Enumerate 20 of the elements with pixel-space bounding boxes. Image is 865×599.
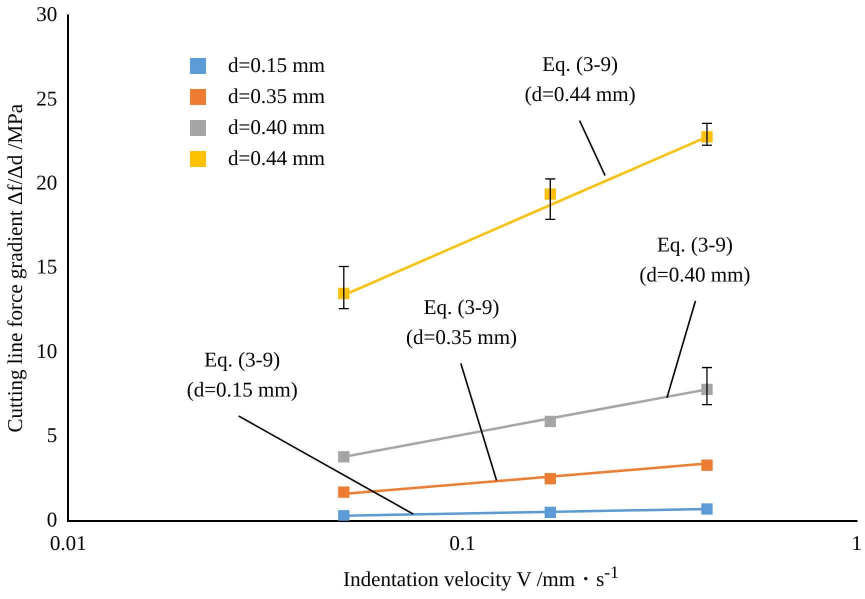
y-tick-label: 5 [46, 423, 58, 448]
y-tick-label: 25 [36, 86, 58, 110]
annotation: Eq. (3-9) (d=0.44 mm) [524, 52, 636, 106]
annotation: Eq. (3-9) (d=0.15 mm) [186, 348, 298, 402]
y-tick-label: 15 [36, 254, 58, 279]
legend-label: d=0.15 mm [228, 53, 326, 78]
annotation: Eq. (3-9) (d=0.35 mm) [406, 294, 518, 349]
y-tick-label: 30 [36, 2, 58, 26]
legend-label: d=0.40 mm [228, 115, 326, 140]
legend-label: d=0.44 mm [228, 146, 326, 171]
x-tick-label: 1 [852, 530, 862, 555]
legend-label: d=0.35 mm [228, 84, 326, 109]
y-tick-label: 0 [46, 507, 58, 532]
y-tick-label: 10 [36, 338, 58, 363]
x-axis-title: Indentation velocity V /mm・s$^{-1}$ [342, 562, 620, 593]
y-axis-title: Cutting line force gradient Δf/Δd /MPa [3, 103, 28, 432]
annotation: Eq. (3-9) (d=0.40 mm) [639, 232, 750, 286]
x-tick-label: 0.1 [449, 530, 476, 555]
y-tick-label: 20 [36, 170, 58, 195]
x-tick-label: 0.01 [50, 530, 87, 555]
